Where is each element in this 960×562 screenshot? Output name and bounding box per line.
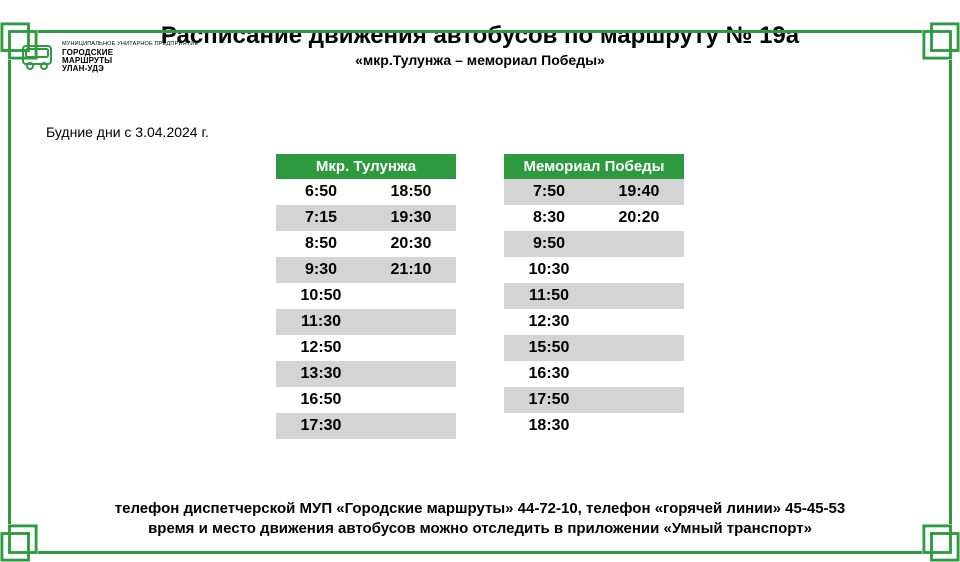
table-body: 6:5018:507:1519:308:5020:309:3021:1010:5… [276, 179, 456, 439]
table-row: 15:50 [504, 335, 684, 361]
table-row: 17:30 [276, 413, 456, 439]
footer: телефон диспетчерской МУП «Городские мар… [30, 499, 930, 538]
table-header: Мкр. Тулунжа [276, 154, 456, 179]
logo: МУНИЦИПАЛЬНОЕ УНИТАРНОЕ ПРЕДПРИЯТИЕ ГОРО… [22, 42, 198, 73]
time-cell [366, 361, 456, 387]
time-cell: 12:30 [504, 309, 594, 335]
time-cell: 17:50 [504, 387, 594, 413]
time-cell [366, 283, 456, 309]
logo-text: МУНИЦИПАЛЬНОЕ УНИТАРНОЕ ПРЕДПРИЯТИЕ ГОРО… [62, 42, 198, 73]
timetables: Мкр. Тулунжа 6:5018:507:1519:308:5020:30… [0, 154, 960, 439]
effective-date: Будние дни с 3.04.2024 г. [46, 124, 209, 140]
timetable-tulunzha: Мкр. Тулунжа 6:5018:507:1519:308:5020:30… [276, 154, 456, 439]
footer-line2: время и место движения автобусов можно о… [30, 519, 930, 539]
time-cell [594, 335, 684, 361]
time-cell: 9:30 [276, 257, 366, 283]
table-row: 16:50 [276, 387, 456, 413]
table-row: 18:30 [504, 413, 684, 439]
time-cell [594, 231, 684, 257]
time-cell: 11:30 [276, 309, 366, 335]
time-cell: 20:30 [366, 231, 456, 257]
time-cell [594, 309, 684, 335]
table-row: 9:50 [504, 231, 684, 257]
time-cell: 20:20 [594, 205, 684, 231]
table-row: 6:5018:50 [276, 179, 456, 205]
table-row: 12:50 [276, 335, 456, 361]
time-cell: 10:50 [276, 283, 366, 309]
table-row: 7:1519:30 [276, 205, 456, 231]
time-cell: 17:30 [276, 413, 366, 439]
timetable-memorial: Мемориал Победы 7:5019:408:3020:209:5010… [504, 154, 684, 439]
time-cell: 16:30 [504, 361, 594, 387]
table-row: 10:30 [504, 257, 684, 283]
time-cell [366, 413, 456, 439]
time-cell: 6:50 [276, 179, 366, 205]
time-cell [594, 257, 684, 283]
table-row: 11:50 [504, 283, 684, 309]
table-row: 7:5019:40 [504, 179, 684, 205]
time-cell [594, 387, 684, 413]
table-row: 13:30 [276, 361, 456, 387]
time-cell: 10:30 [504, 257, 594, 283]
time-cell: 19:30 [366, 205, 456, 231]
logo-line3: УЛАН-УДЭ [62, 64, 104, 73]
table-row: 17:50 [504, 387, 684, 413]
time-cell: 9:50 [504, 231, 594, 257]
table-row: 8:5020:30 [276, 231, 456, 257]
table-header: Мемориал Победы [504, 154, 684, 179]
time-cell: 18:30 [504, 413, 594, 439]
table-body: 7:5019:408:3020:209:5010:3011:5012:3015:… [504, 179, 684, 439]
time-cell [366, 335, 456, 361]
table-row: 16:30 [504, 361, 684, 387]
time-cell: 7:50 [504, 179, 594, 205]
time-cell: 12:50 [276, 335, 366, 361]
time-cell: 19:40 [594, 179, 684, 205]
time-cell: 11:50 [504, 283, 594, 309]
time-cell: 18:50 [366, 179, 456, 205]
time-cell: 7:15 [276, 205, 366, 231]
time-cell: 8:50 [276, 231, 366, 257]
time-cell [594, 283, 684, 309]
table-row: 12:30 [504, 309, 684, 335]
time-cell [366, 387, 456, 413]
time-cell: 13:30 [276, 361, 366, 387]
table-row: 11:30 [276, 309, 456, 335]
footer-line1: телефон диспетчерской МУП «Городские мар… [30, 499, 930, 519]
time-cell [366, 309, 456, 335]
time-cell: 8:30 [504, 205, 594, 231]
table-row: 9:3021:10 [276, 257, 456, 283]
table-row: 10:50 [276, 283, 456, 309]
time-cell [594, 361, 684, 387]
bus-icon [22, 42, 56, 72]
time-cell: 16:50 [276, 387, 366, 413]
time-cell: 15:50 [504, 335, 594, 361]
time-cell: 21:10 [366, 257, 456, 283]
time-cell [594, 413, 684, 439]
table-row: 8:3020:20 [504, 205, 684, 231]
